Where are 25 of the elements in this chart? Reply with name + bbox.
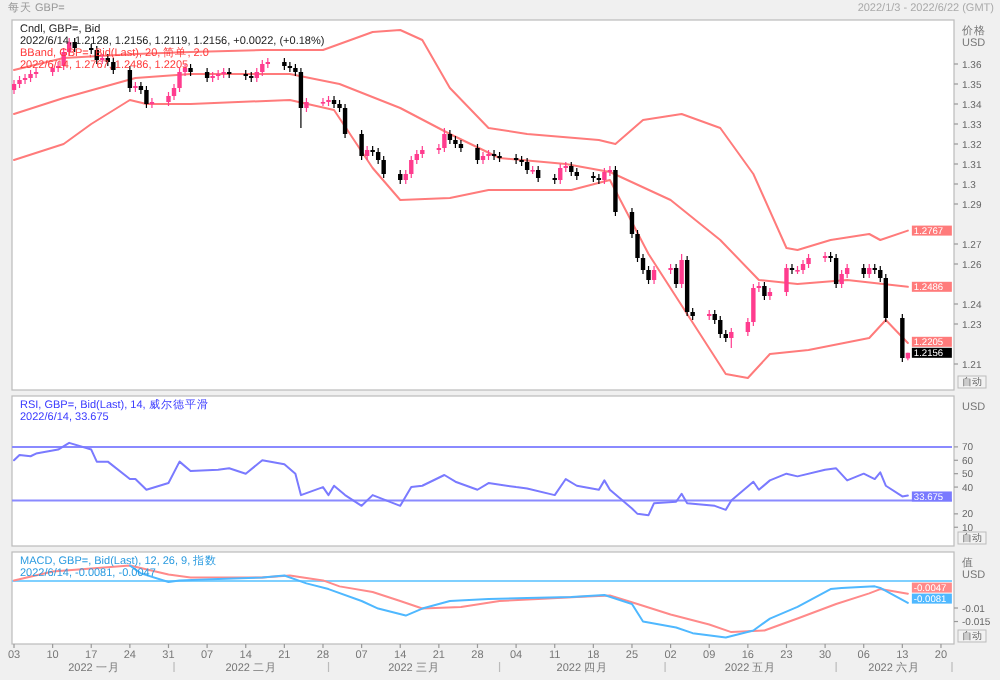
candlestick bbox=[364, 145, 370, 161]
candlestick bbox=[442, 127, 447, 153]
candlestick bbox=[784, 263, 789, 297]
candlestick bbox=[729, 327, 734, 349]
candlestick bbox=[409, 155, 414, 179]
candlestick bbox=[298, 67, 304, 129]
candlestick bbox=[12, 79, 17, 95]
candlestick bbox=[673, 263, 679, 289]
candlestick bbox=[718, 315, 723, 339]
candlestick bbox=[475, 143, 480, 165]
candlestick bbox=[558, 163, 563, 185]
candlestick bbox=[613, 165, 618, 217]
candlestick bbox=[833, 253, 839, 289]
candlestick bbox=[883, 273, 888, 323]
candlestick bbox=[800, 259, 806, 275]
candlestick bbox=[447, 129, 453, 145]
candlestick bbox=[177, 67, 182, 93]
candlestick bbox=[900, 313, 905, 363]
candlestick bbox=[204, 67, 210, 83]
candlestick bbox=[359, 129, 364, 161]
candlestick bbox=[679, 253, 684, 289]
candlestick bbox=[381, 155, 386, 179]
line-series bbox=[13, 564, 909, 634]
candlestick bbox=[342, 103, 348, 139]
candlestick bbox=[144, 85, 149, 109]
